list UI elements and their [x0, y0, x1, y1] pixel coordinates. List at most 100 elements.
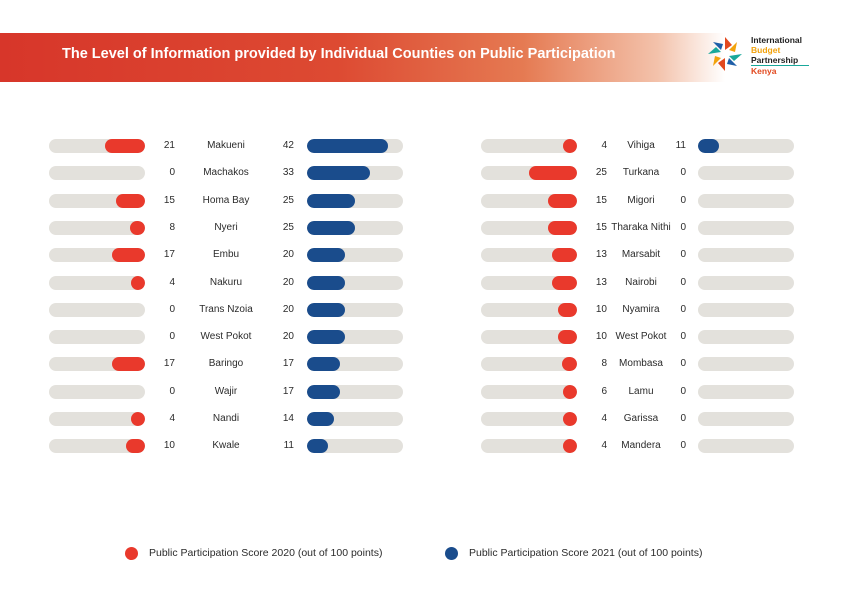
value-2020: 4: [601, 140, 607, 151]
bar-2020: [131, 276, 145, 290]
county-name: Tharaka Nithi: [611, 222, 671, 233]
bar-2021: [307, 330, 346, 344]
county-name: Migori: [627, 195, 655, 206]
value-2020: 8: [169, 222, 175, 233]
bar-track-2020: [481, 439, 577, 453]
county-name: Turkana: [622, 167, 660, 178]
value-2021: 0: [680, 195, 686, 206]
value-2021: 17: [282, 386, 294, 397]
county-name: Nandi: [212, 413, 240, 424]
county-name: Nairobi: [625, 277, 657, 288]
bar-track-2020: [481, 303, 577, 317]
bar-track-2021: [307, 194, 403, 208]
bar-2020: [116, 194, 145, 208]
value-2021: 0: [680, 277, 686, 288]
value-2021: 20: [282, 331, 294, 342]
bar-2020: [112, 357, 145, 371]
bar-track-2021: [698, 194, 794, 208]
value-2021: 17: [282, 358, 294, 369]
value-2020: 0: [169, 386, 175, 397]
bar-2020: [548, 221, 577, 235]
value-2021: 33: [282, 167, 294, 178]
bar-track-2020: [481, 139, 577, 153]
bar-2020: [557, 330, 577, 344]
bar-2020: [561, 357, 577, 371]
bar-2021: [307, 166, 371, 180]
value-2020: 17: [163, 249, 175, 260]
bar-track-2021: [698, 357, 794, 371]
value-2021: 0: [680, 167, 686, 178]
county-name: Nyeri: [214, 222, 238, 233]
header-band: [0, 33, 843, 82]
bar-2020: [563, 139, 577, 153]
bar-2020: [112, 248, 145, 262]
bar-track-2021: [307, 330, 403, 344]
ibp-logo: International Budget Partnership Kenya: [705, 32, 825, 84]
county-name: Vihiga: [627, 140, 655, 151]
bar-track-2021: [698, 248, 794, 262]
bar-track-2020: [481, 166, 577, 180]
bar-track-2021: [307, 139, 403, 153]
bar-track-2021: [698, 303, 794, 317]
bar-track-2020: [481, 357, 577, 371]
bar-2021: [307, 412, 334, 426]
county-name: Trans Nzoia: [199, 304, 253, 315]
bar-2020: [552, 276, 577, 290]
bar-2021: [307, 357, 340, 371]
page-title: The Level of Information provided by Ind…: [62, 46, 616, 62]
value-2020: 10: [163, 440, 175, 451]
bar-track-2020: [49, 194, 145, 208]
value-2021: 0: [680, 249, 686, 260]
legend-dot-2020: [125, 547, 138, 560]
bar-2020: [125, 439, 145, 453]
bar-2021: [307, 276, 346, 290]
county-name: Embu: [212, 249, 240, 260]
county-name: Makueni: [207, 140, 245, 151]
bar-2020: [563, 439, 577, 453]
value-2020: 15: [163, 195, 175, 206]
value-2020: 13: [595, 277, 607, 288]
bar-track-2020: [49, 221, 145, 235]
legend-dot-2021: [445, 547, 458, 560]
value-2020: 15: [595, 195, 607, 206]
bar-track-2020: [481, 248, 577, 262]
value-2020: 8: [601, 358, 607, 369]
bar-track-2020: [481, 194, 577, 208]
bar-2020: [129, 221, 145, 235]
bar-track-2020: [49, 166, 145, 180]
value-2021: 0: [680, 440, 686, 451]
county-name: West Pokot: [200, 331, 252, 342]
bar-track-2021: [698, 166, 794, 180]
county-name: Mandera: [621, 440, 661, 451]
ibp-logo-icon: [708, 37, 742, 71]
county-name: West Pokot: [615, 331, 667, 342]
value-2020: 0: [169, 304, 175, 315]
bar-track-2021: [307, 439, 403, 453]
county-name: Nyamira: [622, 304, 660, 315]
bar-2020: [557, 303, 577, 317]
bar-2021: [307, 303, 346, 317]
bar-track-2020: [49, 139, 145, 153]
bar-track-2021: [698, 412, 794, 426]
bar-track-2020: [49, 330, 145, 344]
value-2020: 6: [601, 386, 607, 397]
bar-track-2020: [49, 439, 145, 453]
bar-2020: [529, 166, 577, 180]
value-2021: 25: [282, 222, 294, 233]
bar-track-2020: [49, 385, 145, 399]
value-2021: 20: [282, 277, 294, 288]
bar-track-2020: [49, 357, 145, 371]
value-2021: 0: [680, 413, 686, 424]
county-name: Marsabit: [621, 249, 661, 260]
value-2021: 11: [283, 440, 294, 451]
bar-track-2021: [698, 439, 794, 453]
bar-2020: [548, 194, 577, 208]
bar-track-2021: [307, 303, 403, 317]
value-2020: 4: [169, 413, 175, 424]
logo-line-3: Partnership: [751, 55, 799, 65]
county-name: Homa Bay: [202, 195, 250, 206]
bar-track-2020: [49, 303, 145, 317]
value-2020: 4: [601, 440, 607, 451]
value-2020: 10: [595, 331, 607, 342]
value-2020: 17: [163, 358, 175, 369]
